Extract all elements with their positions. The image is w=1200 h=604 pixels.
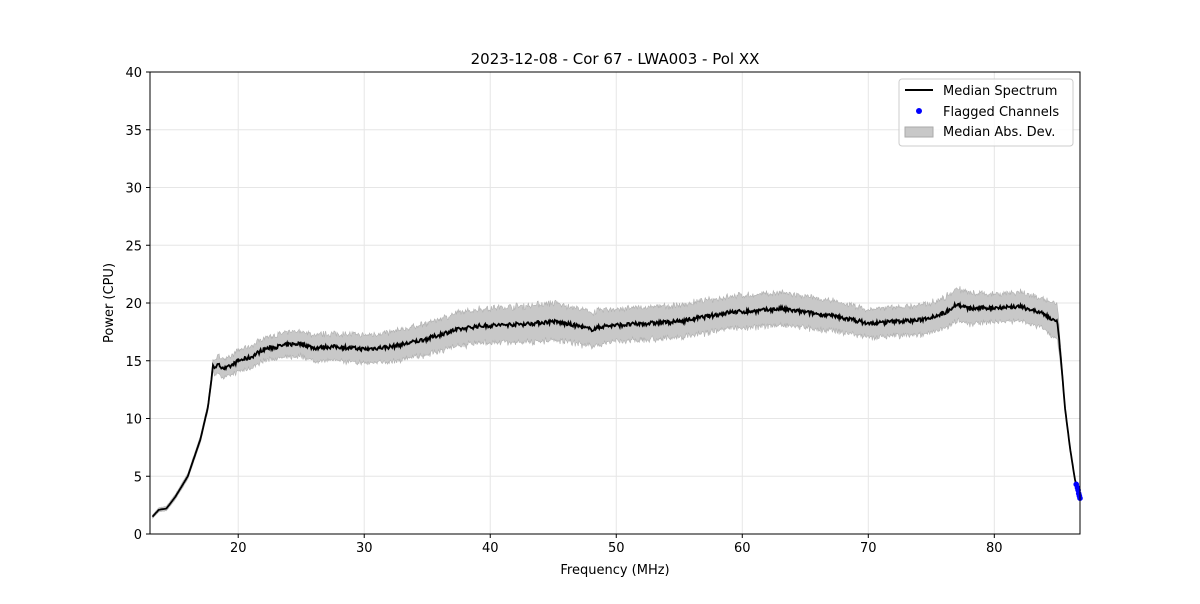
y-tick-label: 40: [125, 66, 142, 81]
y-tick-label: 10: [125, 413, 142, 428]
y-tick-label: 0: [134, 528, 142, 543]
x-tick-label: 60: [734, 541, 751, 556]
x-tick-label: 30: [356, 541, 373, 556]
legend-mad-swatch: [904, 126, 934, 138]
legend-median-label: Median Spectrum: [943, 84, 1057, 99]
legend-flagged-swatch: [916, 108, 922, 114]
y-tick-label: 5: [134, 470, 142, 485]
x-tick-label: 20: [230, 541, 247, 556]
legend: Median Spectrum Flagged Channels Median …: [898, 78, 1074, 147]
y-tick-label: 35: [125, 124, 142, 139]
legend-mad-label: Median Abs. Dev.: [943, 125, 1055, 140]
y-tick-label: 25: [125, 239, 142, 254]
y-axis-label: Power (CPU): [102, 263, 117, 343]
chart-title: 2023-12-08 - Cor 67 - LWA003 - Pol XX: [471, 50, 760, 68]
plot-frame: [149, 71, 1081, 535]
x-tick-label: 40: [482, 541, 499, 556]
legend-box: [898, 78, 1074, 147]
x-axis-label: Frequency (MHz): [560, 563, 669, 578]
x-tick-label: 70: [860, 541, 877, 556]
median-spectrum-line: [151, 300, 1081, 518]
y-tick-label: 30: [125, 182, 142, 197]
y-tick-label: 15: [125, 355, 142, 370]
x-tick-label: 80: [986, 541, 1003, 556]
y-tick-label: 20: [125, 297, 142, 312]
x-tick-label: 50: [608, 541, 625, 556]
legend-flagged-label: Flagged Channels: [943, 105, 1059, 120]
